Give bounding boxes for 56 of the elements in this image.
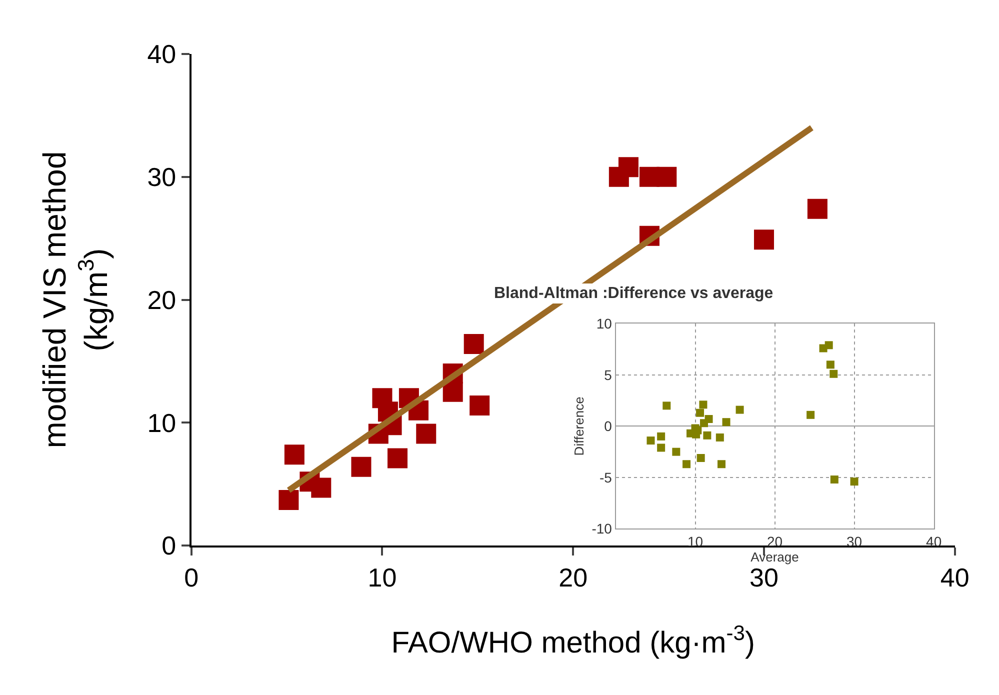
y-tick-label: -10 — [592, 520, 612, 537]
x-tick-label: 40 — [926, 534, 942, 550]
point — [464, 334, 484, 354]
point — [699, 400, 708, 409]
point — [682, 460, 691, 468]
chart-title: Bland-Altman :Difference vs average — [494, 285, 774, 302]
y-tick-label: 10 — [147, 408, 176, 438]
y-tick-label: 5 — [604, 366, 612, 383]
x-tick-label: 0 — [184, 562, 199, 593]
point — [618, 157, 638, 178]
y-axis-title: Difference — [572, 396, 587, 456]
point — [351, 456, 372, 477]
x-tick-label: 30 — [846, 534, 862, 550]
x-tick-label: 20 — [766, 534, 783, 550]
point — [662, 402, 671, 410]
point — [311, 478, 332, 498]
point — [672, 448, 680, 456]
point — [657, 432, 666, 440]
point — [704, 415, 713, 424]
point — [722, 418, 730, 426]
point — [442, 382, 463, 402]
point — [716, 433, 724, 442]
x-tick-label: 20 — [558, 562, 588, 593]
point — [826, 360, 834, 369]
y-tick-label: 10 — [596, 316, 612, 332]
point — [646, 436, 655, 445]
x-tick-label: 40 — [940, 562, 970, 593]
point — [807, 198, 828, 219]
y-tick-label: 30 — [147, 162, 176, 192]
point — [696, 408, 704, 417]
point — [830, 370, 838, 378]
point — [388, 448, 408, 468]
point — [657, 444, 666, 452]
point — [470, 395, 490, 416]
x-tick-label: 10 — [687, 534, 704, 550]
point — [850, 478, 858, 486]
point — [416, 424, 436, 444]
point — [703, 431, 712, 440]
x-tick-label: 30 — [750, 562, 778, 593]
point — [830, 476, 838, 484]
y-tick-label: 40 — [147, 39, 176, 70]
y-tick-label: 20 — [147, 284, 176, 315]
point — [656, 166, 677, 187]
point — [736, 406, 744, 414]
x-axis-title: Average — [750, 550, 799, 565]
x-axis-title: FAO/WHO method (kg·m$^{-3}$) — [391, 622, 755, 660]
point — [754, 230, 774, 250]
point — [278, 490, 299, 510]
point — [284, 444, 304, 465]
x-tick-label: 10 — [368, 562, 397, 593]
point — [824, 341, 833, 350]
point — [718, 460, 726, 468]
y-tick-label: 0 — [604, 418, 612, 434]
point — [696, 454, 705, 462]
point — [806, 410, 815, 419]
y-tick-label: -5 — [599, 469, 612, 486]
